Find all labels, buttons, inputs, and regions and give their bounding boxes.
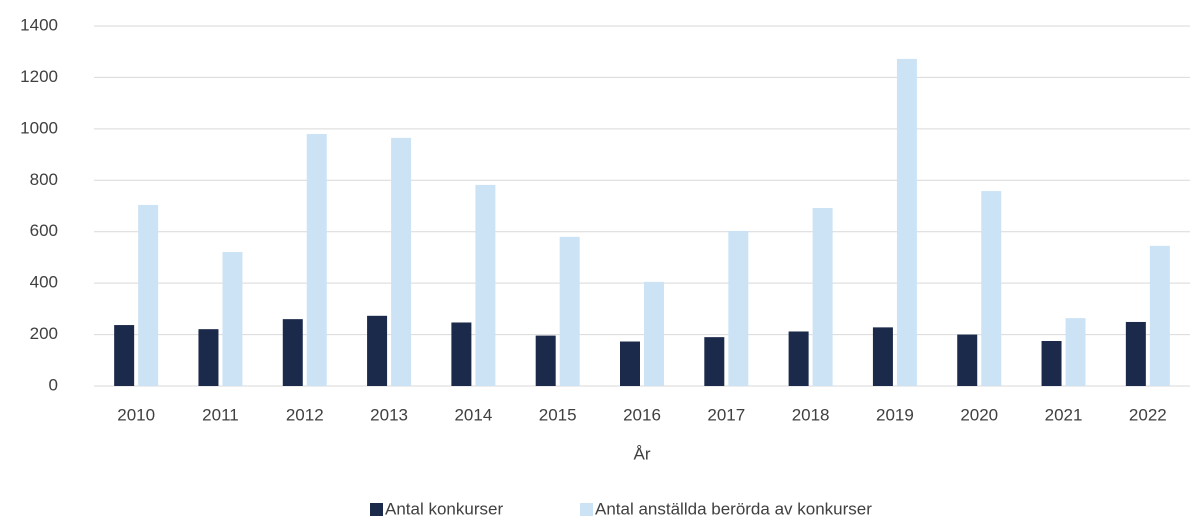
bar [728, 230, 749, 386]
legend-swatch [580, 503, 593, 516]
y-tick-label: 1000 [20, 118, 58, 137]
x-tick-label: 2014 [454, 405, 492, 424]
x-tick-label: 2019 [876, 405, 914, 424]
bar [1041, 341, 1062, 386]
x-tick-label: 2018 [792, 405, 830, 424]
y-tick-label: 1200 [20, 67, 58, 86]
bar [1065, 318, 1086, 386]
y-tick-label: 200 [30, 324, 58, 343]
x-axis-label: År [634, 444, 651, 463]
legend-label: Antal anställda berörda av konkurser [595, 499, 872, 518]
legend-swatch [370, 503, 383, 516]
bar [306, 134, 327, 386]
y-tick-label: 600 [30, 221, 58, 240]
bar [981, 191, 1002, 386]
bar [535, 335, 556, 386]
bar [620, 341, 640, 386]
bar [367, 315, 388, 386]
bar [282, 319, 303, 386]
bar [114, 325, 135, 386]
bar [896, 58, 917, 387]
x-tick-label: 2012 [286, 405, 324, 424]
bar [475, 184, 496, 386]
bar [644, 281, 664, 386]
bar [451, 322, 472, 386]
bar [198, 329, 219, 386]
x-tick-label: 2022 [1129, 405, 1167, 424]
x-tick-label: 2016 [623, 405, 661, 424]
bar [812, 208, 833, 386]
y-tick-label: 400 [30, 273, 58, 292]
bar [222, 252, 243, 386]
bar [138, 204, 159, 386]
x-tick-label: 2017 [707, 405, 745, 424]
legend-label: Antal konkurser [385, 499, 503, 518]
bar [872, 327, 893, 386]
x-tick-label: 2015 [539, 405, 577, 424]
bar [704, 337, 725, 386]
x-tick-label: 2011 [202, 405, 239, 424]
bar [957, 334, 978, 386]
y-tick-label: 1400 [20, 15, 58, 34]
x-tick-label: 2010 [117, 405, 155, 424]
bar [788, 331, 809, 386]
y-tick-label: 800 [30, 170, 58, 189]
bar [1149, 245, 1170, 386]
x-tick-label: 2021 [1045, 405, 1083, 424]
bar [1125, 321, 1146, 386]
x-tick-label: 2020 [960, 405, 998, 424]
y-tick-label: 0 [49, 375, 58, 394]
bar [391, 137, 412, 386]
x-tick-label: 2013 [370, 405, 408, 424]
bar [559, 236, 580, 386]
